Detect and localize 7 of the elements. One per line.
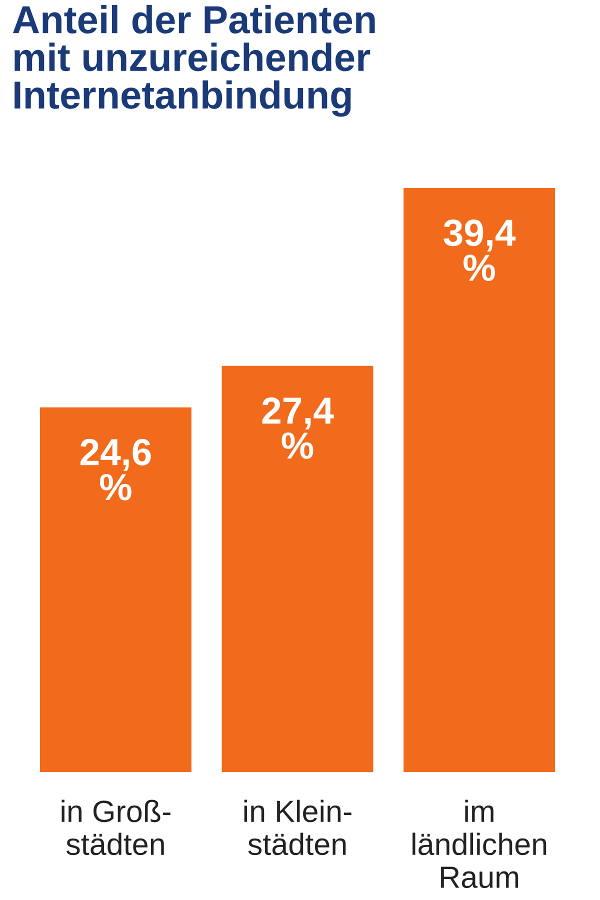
x-tick-label: in Klein- städten — [244, 800, 352, 856]
data-label: 27,4 % — [262, 397, 334, 459]
data-label: 24,6 % — [80, 438, 151, 500]
data-label: 39,4 % — [444, 220, 516, 281]
chart-title: Anteil der Patienten mit unzureichender Internetanbindung — [12, 5, 375, 117]
x-tick-label: im ländlichen Raum — [412, 800, 546, 888]
x-tick-label: in Groß- städten — [62, 800, 170, 856]
